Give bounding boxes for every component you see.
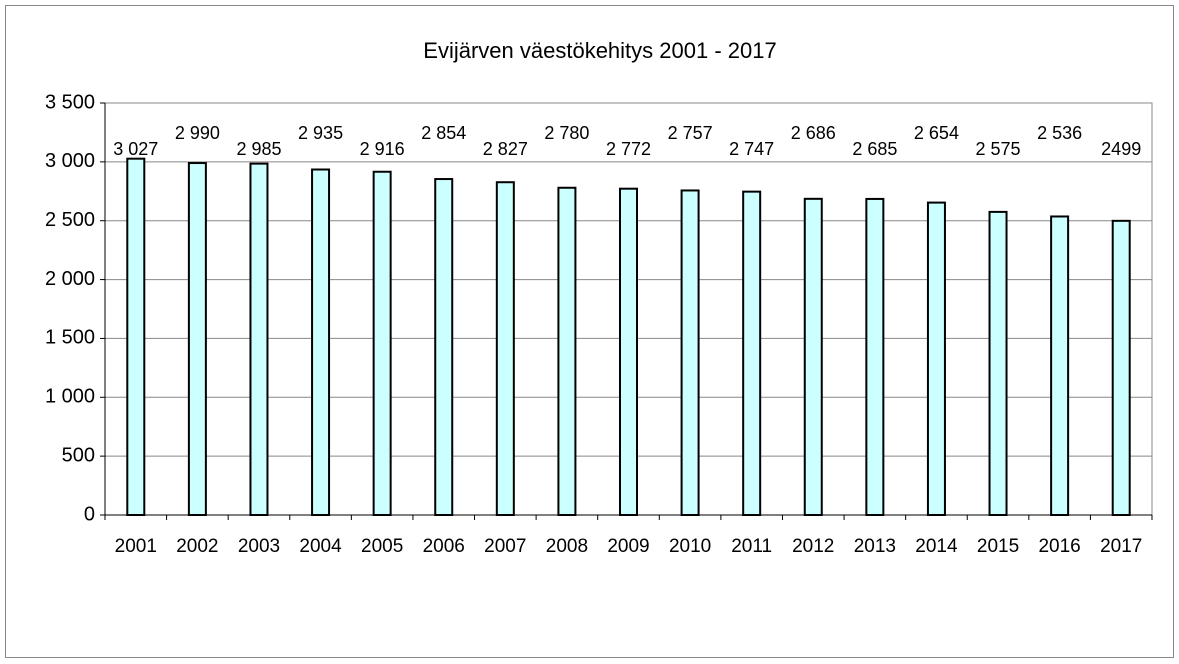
bar [1111,219,1131,516]
data-label: 2 854 [421,123,466,143]
data-label: 2 935 [298,123,343,143]
x-tick-label: 2006 [423,536,465,557]
data-label: 2 536 [1037,123,1082,143]
data-label: 2 575 [976,139,1021,159]
data-label: 2 654 [914,123,959,143]
bar [372,170,392,516]
bar [619,187,638,516]
bar [803,197,823,516]
x-tick-label: 2007 [484,536,526,557]
data-label: 2 780 [544,123,589,143]
x-tick-label: 2015 [977,536,1019,557]
x-tick-label: 2001 [115,536,157,557]
y-tick-label: 1 000 [45,386,95,408]
x-tick-label: 2012 [792,536,834,557]
data-label: 2 916 [360,139,405,159]
x-tick-label: 2002 [176,536,218,557]
bar [187,162,207,517]
bar [311,168,331,516]
data-label: 2 686 [791,123,836,143]
x-tick-label: 2014 [915,536,958,557]
bar [249,162,269,516]
data-label: 2 985 [236,139,281,159]
data-label: 3 027 [113,139,158,159]
bar [742,190,762,516]
bar [988,210,1008,516]
data-label: 2 990 [175,123,220,143]
x-tick-label: 2004 [299,536,342,557]
bar [126,157,146,516]
x-tick-label: 2016 [1038,536,1080,557]
data-label: 2499 [1101,139,1141,159]
x-tick-label: 2010 [669,536,711,557]
bar [680,189,700,517]
data-label: 2 747 [729,139,774,159]
y-tick-label: 0 [84,503,95,525]
bar [1050,215,1070,517]
x-tick-label: 2009 [607,536,649,557]
bar [495,181,515,516]
x-tick-label: 2013 [854,536,896,557]
x-tick-label: 2005 [361,536,403,557]
x-tick-label: 2008 [546,536,588,557]
y-tick-label: 3 500 [45,91,95,113]
chart-title: Evijärven väestökehitys 2001 - 2017 [423,38,776,63]
bar [557,186,577,517]
y-tick-label: 3 000 [45,150,95,172]
data-label: 2 772 [606,139,651,159]
y-tick-label: 500 [62,444,95,466]
y-tick-label: 2 500 [45,209,95,231]
data-label: 2 685 [852,139,897,159]
bar [865,197,885,517]
data-label: 2 757 [668,123,713,143]
x-tick-label: 2017 [1100,536,1142,557]
y-tick-label: 2 000 [45,268,95,290]
x-tick-label: 2003 [238,536,280,557]
y-tick-label: 1 500 [45,327,95,349]
bar [434,178,454,516]
x-tick-label: 2011 [731,536,772,557]
bar [926,201,946,517]
data-label: 2 827 [483,139,528,159]
